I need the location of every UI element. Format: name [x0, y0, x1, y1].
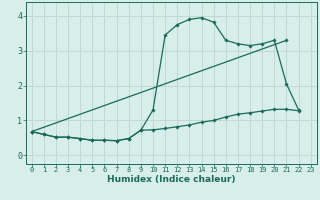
X-axis label: Humidex (Indice chaleur): Humidex (Indice chaleur) — [107, 175, 236, 184]
